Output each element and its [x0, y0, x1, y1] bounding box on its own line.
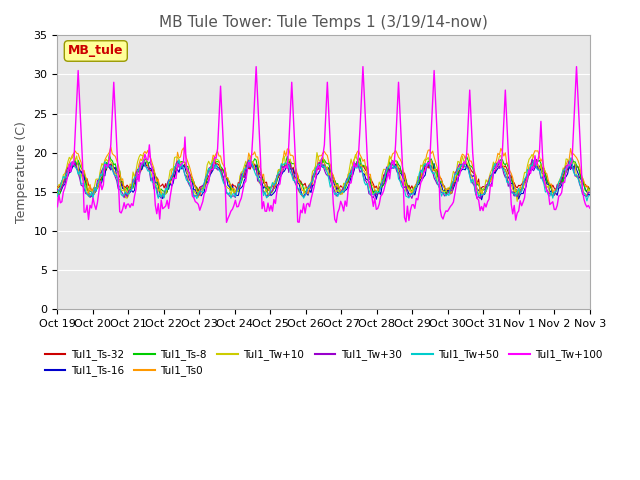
- Legend: Tul1_Ts-32, Tul1_Ts-16, Tul1_Ts-8, Tul1_Ts0, Tul1_Tw+10, Tul1_Tw+30, Tul1_Tw+50,: Tul1_Ts-32, Tul1_Ts-16, Tul1_Ts-8, Tul1_…: [40, 345, 607, 381]
- Title: MB Tule Tower: Tule Temps 1 (3/19/14-now): MB Tule Tower: Tule Temps 1 (3/19/14-now…: [159, 15, 488, 30]
- Text: MB_tule: MB_tule: [68, 45, 124, 58]
- Y-axis label: Temperature (C): Temperature (C): [15, 121, 28, 223]
- Bar: [58, 114, 590, 192]
